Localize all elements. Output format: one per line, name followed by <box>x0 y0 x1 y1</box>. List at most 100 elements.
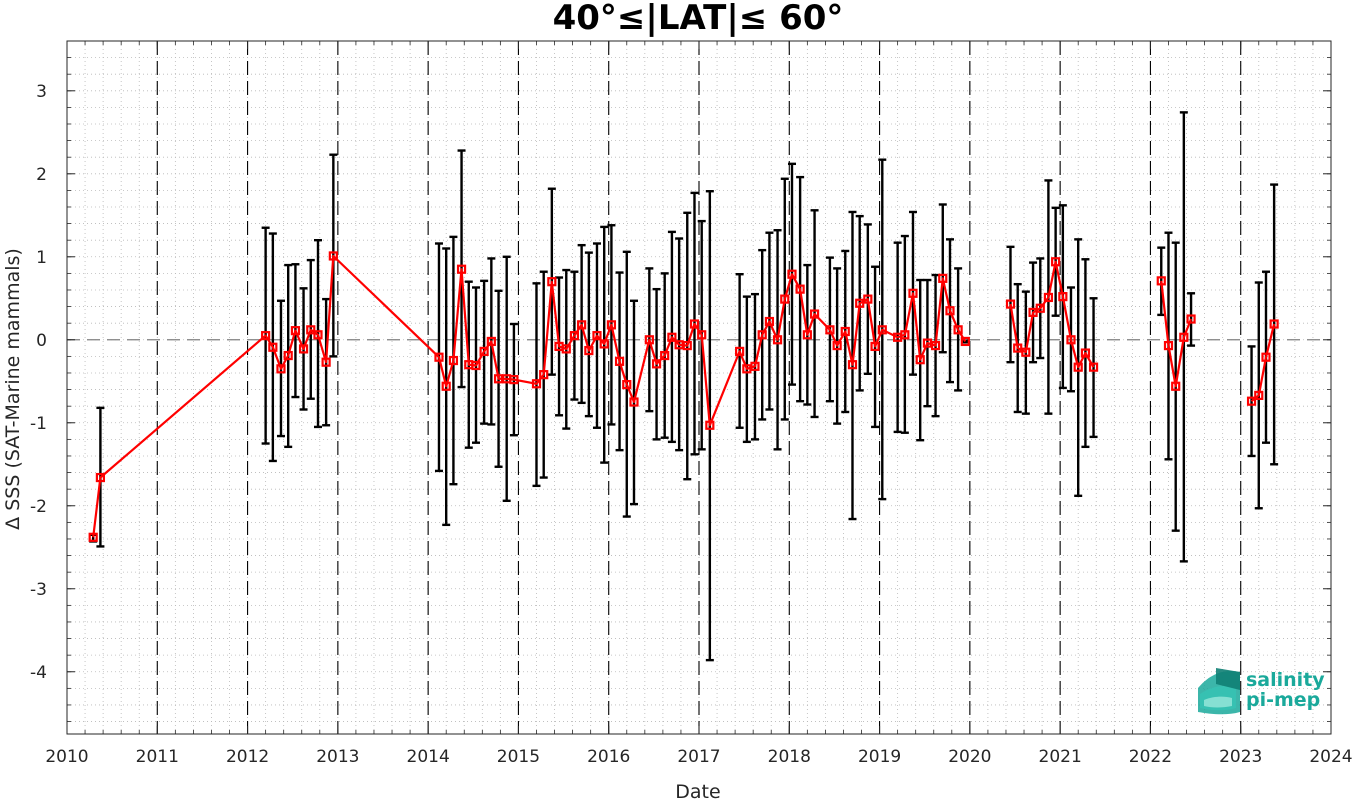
data-point <box>606 320 617 330</box>
x-tick-label: 2016 <box>587 747 630 767</box>
data-point <box>434 352 444 362</box>
data-point <box>809 309 820 319</box>
data-point <box>290 326 301 336</box>
data-point <box>832 340 842 351</box>
data-point <box>825 325 835 335</box>
y-axis-label: Δ SSS (SAT-Marine mammals) <box>2 248 24 530</box>
data-point <box>95 472 106 483</box>
x-tick-label: 2015 <box>497 747 540 767</box>
data-point <box>509 375 519 385</box>
data-point <box>757 330 767 340</box>
data-point <box>1005 299 1016 309</box>
data-point <box>328 251 338 261</box>
data-point <box>283 350 293 361</box>
x-axis-label: Date <box>675 781 720 801</box>
data-point <box>479 346 489 356</box>
data-point <box>735 346 745 356</box>
data-point <box>787 269 797 279</box>
data-point <box>614 356 625 366</box>
logo-line1: salinity <box>1246 669 1325 691</box>
y-tick-label: 1 <box>36 248 47 268</box>
data-point <box>667 332 677 342</box>
data-point <box>298 344 309 354</box>
data-point <box>1073 362 1083 372</box>
data-point <box>629 397 639 407</box>
chart-title: 40°≤|LAT|≤ 60° <box>553 0 844 38</box>
data-point <box>493 374 504 384</box>
data-point <box>697 330 707 340</box>
x-tick-label: 2019 <box>858 747 901 767</box>
data-point <box>1254 390 1264 400</box>
data-point <box>960 336 970 347</box>
data-point <box>1269 319 1279 329</box>
data-point <box>1013 343 1023 353</box>
data-point <box>1080 348 1091 358</box>
data-point <box>531 379 542 389</box>
data-point <box>1163 340 1174 351</box>
data-markers <box>88 251 1279 542</box>
logo-line2: pi-mep <box>1246 689 1320 711</box>
data-point <box>900 330 910 340</box>
data-point <box>908 288 918 298</box>
data-point <box>1171 381 1181 391</box>
data-point <box>651 359 662 369</box>
data-point <box>313 330 323 340</box>
data-point <box>471 360 481 371</box>
series-line <box>1009 260 1095 369</box>
y-tick-label: -2 <box>30 497 47 517</box>
data-point <box>441 381 451 391</box>
data-point <box>705 420 715 430</box>
x-tick-label: 2014 <box>407 747 450 767</box>
data-point <box>938 273 948 283</box>
data-point <box>855 298 865 308</box>
data-point <box>877 325 887 335</box>
data-point <box>1179 332 1189 342</box>
x-tick-labels: 2010 2011 2012 2013 2014 2015 2016 2017 2018 2019… <box>45 747 1352 767</box>
x-tick-label: 2012 <box>226 747 269 767</box>
salinity-pi-mep-logo: salinity pi-mep <box>1198 668 1325 715</box>
data-point <box>1186 314 1196 324</box>
data-point <box>539 370 549 380</box>
data-point <box>795 284 805 294</box>
x-tick-label: 2018 <box>768 747 811 767</box>
series-line <box>92 254 967 538</box>
data-point <box>486 336 496 347</box>
data-point <box>674 340 684 350</box>
x-tick-label: 2022 <box>1129 747 1172 767</box>
data-point <box>847 360 858 370</box>
data-point <box>1043 292 1054 303</box>
x-tick-label: 2021 <box>1039 747 1082 767</box>
data-point <box>1246 396 1257 406</box>
data-point <box>592 331 602 341</box>
series-line <box>1250 323 1276 403</box>
data-point <box>750 361 760 371</box>
data-point <box>1058 292 1068 302</box>
x-tick-label: 2024 <box>1309 747 1352 767</box>
data-point <box>840 326 850 337</box>
data-point <box>1051 257 1061 267</box>
data-point <box>764 316 775 327</box>
axis-ticks <box>66 40 1332 734</box>
data-point <box>306 325 316 335</box>
data-point <box>945 306 955 316</box>
x-tick-label: 2023 <box>1219 747 1262 767</box>
data-point <box>1021 347 1031 357</box>
x-tick-label: 2017 <box>677 747 720 767</box>
x-tick-label: 2013 <box>316 747 359 767</box>
y-tick-label: -4 <box>30 663 47 683</box>
data-point <box>1066 335 1076 345</box>
data-point <box>569 331 580 341</box>
y-tick-labels: 3 2 1 0 -1 -2 -3 -4 <box>30 82 47 683</box>
data-point <box>644 335 654 345</box>
data-point <box>276 364 286 374</box>
data-point <box>577 320 587 330</box>
data-point <box>915 355 925 365</box>
data-point <box>870 341 880 352</box>
data-point <box>561 344 571 354</box>
data-point <box>547 277 557 287</box>
data-point <box>88 532 98 542</box>
data-point <box>268 342 278 352</box>
y-tick-label: -1 <box>30 414 47 434</box>
data-point <box>689 319 700 329</box>
